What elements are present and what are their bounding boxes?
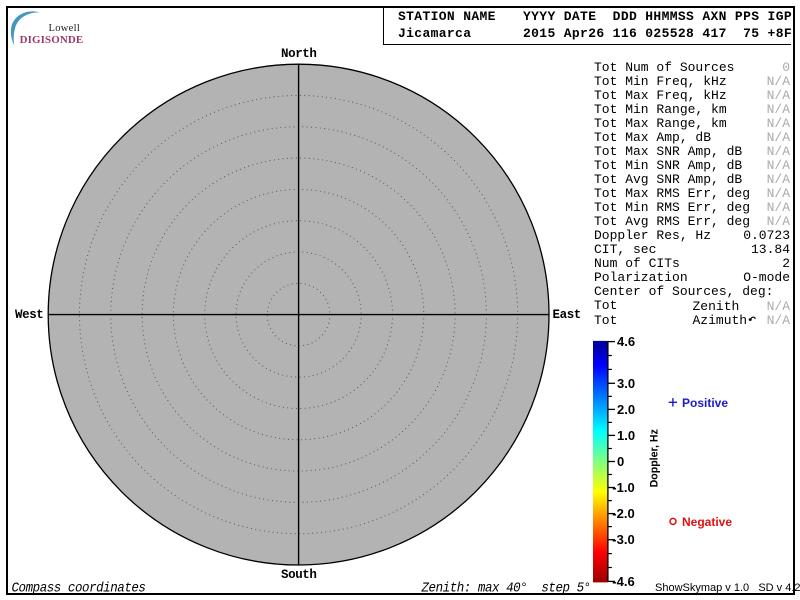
svg-text:Doppler, Hz: Doppler, Hz <box>649 429 661 487</box>
